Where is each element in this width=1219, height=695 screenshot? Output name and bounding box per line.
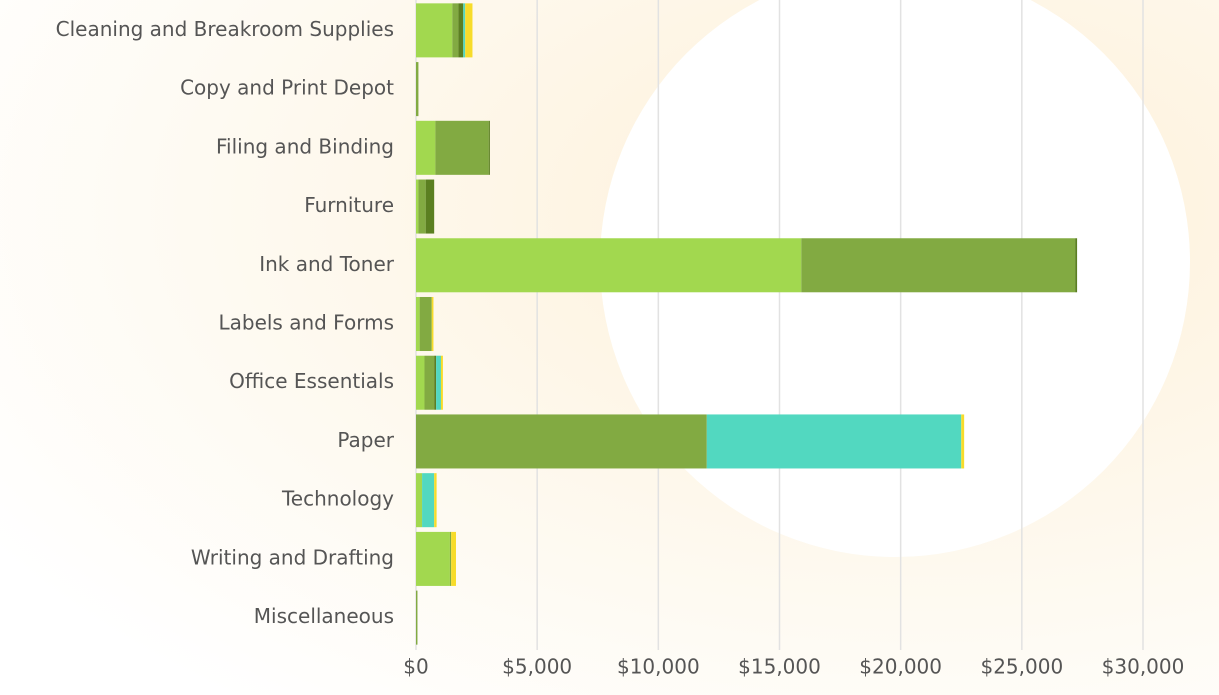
bar-segment [425,179,435,234]
bar-segment [434,473,437,528]
bar-segment [706,414,962,469]
bar-segment [434,355,437,410]
bar-segment [416,296,420,352]
y-tick-label: Miscellaneous [254,604,394,628]
bar-segment [961,414,965,469]
bar-segment [416,238,802,293]
bar-segment [435,120,489,175]
bar-segment [488,120,490,175]
bar-segment [436,355,441,410]
bar-segment [451,531,456,586]
bar-segment [416,473,423,528]
y-tick-label: Ink and Toner [259,252,395,276]
bar-segment [458,3,464,58]
bar-segment [424,355,435,410]
x-tick-label: $5,000 [502,655,572,679]
y-tick-label: Copy and Print Depot [180,76,394,100]
x-tick-label: $10,000 [617,655,700,679]
x-tick-label: $0 [403,655,428,679]
bar-segment [418,179,426,234]
bar-segment [416,531,450,586]
y-tick-label: Paper [337,428,394,452]
y-tick-label: Writing and Drafting [191,545,394,569]
bar-segment [422,473,435,528]
y-tick-label: Filing and Binding [216,134,394,158]
bar-segment [463,3,466,58]
bar-segment [416,3,453,58]
bar-segment [416,355,425,410]
bar-segment [416,179,419,234]
y-tick-label: Furniture [304,193,394,217]
bar-segment [452,3,459,58]
y-tick-label: Labels and Forms [218,311,394,335]
y-tick-label: Technology [281,487,394,511]
bar-segment [431,296,434,352]
bar-segment [416,120,436,175]
bar-segment [419,296,432,352]
bar-segment [801,238,1076,293]
y-tick-label: Cleaning and Breakroom Supplies [56,17,394,41]
bar-segment [1075,238,1078,293]
bar-segment [449,531,452,586]
x-tick-label: $15,000 [738,655,821,679]
y-tick-label: Office Essentials [229,369,394,393]
bar-segment [416,62,419,117]
x-tick-label: $20,000 [859,655,942,679]
bar-segment [416,414,707,469]
bar-segment [440,355,443,410]
x-tick-label: $30,000 [1102,655,1185,679]
x-tick-label: $25,000 [980,655,1063,679]
bar-segment [465,3,473,58]
bar-segment [416,590,418,645]
